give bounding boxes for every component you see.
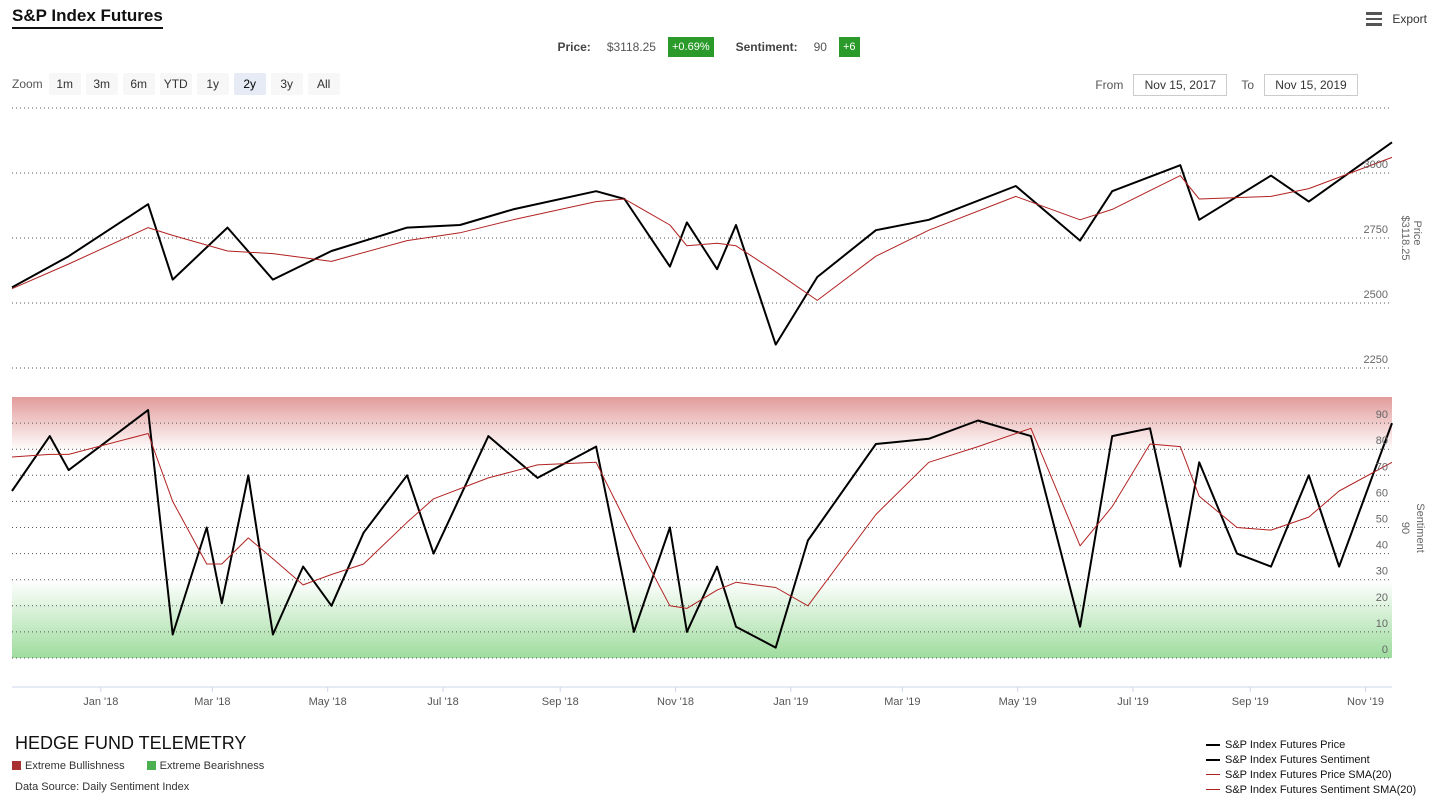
- sentiment-axis-title: Sentiment: [1414, 503, 1426, 553]
- legend-sentiment[interactable]: S&P Index Futures Sentiment: [1206, 752, 1416, 767]
- x-tick-label: Mar '18: [194, 696, 230, 708]
- bull-swatch: [12, 761, 21, 770]
- bear-zone: [12, 580, 1392, 658]
- zoom-1y-button[interactable]: 1y: [196, 73, 229, 95]
- sentiment-tick-label: 90: [1376, 409, 1388, 421]
- page-title: S&P Index Futures: [12, 6, 163, 29]
- sentiment-value: 90: [813, 40, 827, 54]
- bear-legend-label: Extreme Bearishness: [159, 760, 265, 772]
- brand-name: HEDGE FUND TELEMETRY: [15, 733, 247, 753]
- bull-zone: [12, 397, 1392, 451]
- sentiment-tick-label: 40: [1376, 540, 1388, 552]
- zone-legend: Extreme Bullishness Extreme Bearishness: [12, 760, 264, 772]
- price-sma-line: [11, 156, 1393, 301]
- sentiment-label: Sentiment:: [735, 40, 798, 54]
- menu-icon: [1366, 12, 1383, 26]
- legend-price[interactable]: S&P Index Futures Price: [1206, 737, 1416, 752]
- bull-legend-label: Extreme Bullishness: [25, 760, 125, 772]
- data-source: Data Source: Daily Sentiment Index: [15, 781, 190, 793]
- legend-price-label: S&P Index Futures Price: [1225, 738, 1346, 751]
- zoom-label: Zoom: [12, 77, 43, 91]
- stats-bar: Price: $3118.25 +0.69% Sentiment: 90 +6: [0, 37, 1439, 57]
- bear-swatch: [146, 761, 156, 770]
- price-change-badge: +0.69%: [667, 37, 714, 57]
- legend-price-sma-label: S&P Index Futures Price SMA(20): [1225, 768, 1392, 781]
- from-label: From: [1095, 78, 1124, 92]
- chart: Jan '18 Mar '18 May '18 Jul '18 Sep '18 Nov '…: [11, 107, 1426, 708]
- zoom-6m-button[interactable]: 6m: [122, 73, 155, 95]
- price-tick-label: 2250: [1364, 354, 1388, 366]
- x-tick-label: May '18: [309, 696, 347, 708]
- zoom-bar: Zoom 1m 3m 6m YTD 1y 2y 3y All: [12, 73, 345, 95]
- sentiment-last-label: 90: [1399, 522, 1411, 534]
- price-value: $3118.25: [606, 40, 656, 54]
- x-tick-label: Sep '19: [1232, 696, 1269, 708]
- sentiment-tick-label: 0: [1382, 644, 1388, 656]
- to-label: To: [1241, 78, 1254, 92]
- x-tick-label: May '19: [999, 696, 1037, 708]
- sentiment-tick-label: 10: [1376, 618, 1388, 630]
- x-tick-label: Sep '18: [542, 696, 579, 708]
- from-date-input[interactable]: Nov 15, 2017: [1133, 74, 1228, 96]
- legend-sentiment-sma-line: [1206, 789, 1220, 790]
- zoom-all-button[interactable]: All: [307, 73, 340, 95]
- legend-sentiment-sma-label: S&P Index Futures Sentiment SMA(20): [1225, 783, 1417, 796]
- legend-price-sma-line: [1206, 774, 1220, 775]
- sentiment-tick-label: 70: [1376, 461, 1388, 473]
- zoom-2y-button[interactable]: 2y: [233, 73, 266, 95]
- zoom-3m-button[interactable]: 3m: [85, 73, 118, 95]
- price-last-label: $3118.25: [1399, 215, 1411, 260]
- price-tick-label: 2750: [1364, 224, 1388, 236]
- legend-sentiment-label: S&P Index Futures Sentiment: [1225, 753, 1370, 766]
- export-button[interactable]: Export: [1366, 12, 1427, 26]
- x-tick-label: Jul '19: [1117, 696, 1148, 708]
- date-range: From Nov 15, 2017 To Nov 15, 2019: [1095, 74, 1358, 96]
- x-tick-label: Jan '19: [773, 696, 808, 708]
- bull-legend-item: Extreme Bullishness: [12, 760, 125, 772]
- sentiment-tick-label: 60: [1376, 487, 1388, 499]
- sentiment-change-badge: +6: [838, 37, 860, 57]
- series-legend: S&P Index Futures Price S&P Index Future…: [1206, 737, 1416, 797]
- price-tick-label: 2500: [1364, 289, 1388, 301]
- sentiment-sma-line: [11, 427, 1393, 609]
- x-tick-label: Mar '19: [884, 696, 920, 708]
- to-date-input[interactable]: Nov 15, 2019: [1264, 74, 1358, 96]
- bear-legend-item: Extreme Bearishness: [146, 760, 265, 772]
- sentiment-tick-label: 30: [1376, 566, 1388, 578]
- legend-sentiment-sma[interactable]: S&P Index Futures Sentiment SMA(20): [1206, 782, 1416, 797]
- zoom-3y-button[interactable]: 3y: [270, 73, 303, 95]
- legend-price-line: [1206, 743, 1220, 746]
- zoom-ytd-button[interactable]: YTD: [159, 73, 192, 95]
- sentiment-tick-label: 80: [1376, 435, 1388, 447]
- legend-sentiment-line: [1206, 758, 1220, 761]
- price-tick-label: 3000: [1364, 159, 1388, 171]
- price-line: [11, 141, 1393, 346]
- x-tick-label: Nov '19: [1347, 696, 1384, 708]
- export-label: Export: [1392, 12, 1427, 26]
- price-label: Price:: [557, 40, 591, 54]
- zoom-1m-button[interactable]: 1m: [48, 73, 81, 95]
- x-tick-label: Nov '18: [657, 696, 694, 708]
- x-tick-label: Jul '18: [427, 696, 458, 708]
- sentiment-tick-label: 50: [1376, 514, 1388, 526]
- legend-price-sma[interactable]: S&P Index Futures Price SMA(20): [1206, 767, 1416, 782]
- x-tick-label: Jan '18: [83, 696, 118, 708]
- price-axis-title: Price: [1411, 220, 1423, 245]
- sentiment-line: [11, 409, 1393, 649]
- sentiment-tick-label: 20: [1376, 592, 1388, 604]
